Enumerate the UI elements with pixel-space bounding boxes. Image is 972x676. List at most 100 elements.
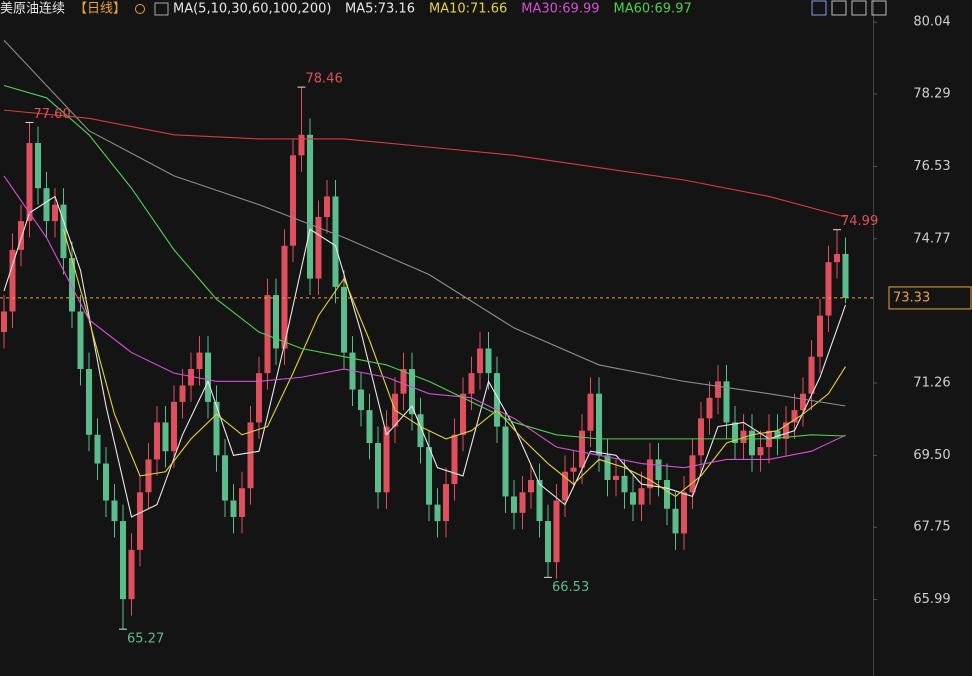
candle-body xyxy=(239,488,245,517)
tool-icon[interactable] xyxy=(871,0,887,16)
candle-body xyxy=(52,204,58,222)
candle-body xyxy=(842,253,849,298)
candle-body xyxy=(341,286,347,353)
candle-body xyxy=(791,410,798,423)
candle-body xyxy=(426,447,432,505)
candle-body xyxy=(460,393,466,435)
candle-body xyxy=(443,484,449,522)
candle-body xyxy=(553,500,560,563)
legend-entry: MA60:69.97 xyxy=(613,2,691,17)
ma-line xyxy=(3,195,847,518)
candle-body xyxy=(596,393,602,456)
candle-body xyxy=(808,356,815,394)
candle-body xyxy=(630,492,636,505)
candle-body xyxy=(60,204,67,259)
candle-body xyxy=(281,245,288,349)
y-tick-label: 76.53 xyxy=(913,159,950,174)
candle-body xyxy=(681,492,687,534)
candle-body xyxy=(324,196,330,217)
candle-body xyxy=(94,434,101,464)
candle-body xyxy=(647,459,653,489)
ma-line xyxy=(3,84,846,440)
candle-body xyxy=(366,410,373,443)
ma-line xyxy=(3,109,846,218)
candle-body xyxy=(264,295,271,374)
candle-body xyxy=(723,381,730,423)
candle-body xyxy=(400,369,407,394)
candle-body xyxy=(162,422,169,452)
tool-icon[interactable] xyxy=(851,0,867,16)
candle-body xyxy=(375,442,381,493)
indicator: MA(5,10,30,60,100,200) xyxy=(173,2,331,17)
candle-body xyxy=(706,397,713,419)
candle-body xyxy=(672,508,679,534)
candle-body xyxy=(519,492,526,513)
candle-body xyxy=(315,216,322,279)
candle-body xyxy=(528,479,534,493)
candle-body xyxy=(511,496,517,513)
legend-entry: MA5:73.16 xyxy=(345,2,415,17)
candle-body xyxy=(179,385,186,402)
candle-body xyxy=(26,143,33,222)
candle-body xyxy=(477,348,483,374)
candle-body xyxy=(307,134,313,279)
candle-body xyxy=(485,348,492,374)
candle-body xyxy=(128,549,135,600)
candle-body xyxy=(120,521,126,600)
candle-body xyxy=(689,455,696,493)
candle-body xyxy=(749,430,755,456)
candle-body xyxy=(579,430,585,468)
candle-body xyxy=(9,249,16,312)
y-tick-label: 80.04 xyxy=(913,15,950,30)
candle-body xyxy=(664,479,670,509)
settings-icon[interactable] xyxy=(135,4,145,14)
candle-body xyxy=(604,455,611,480)
candle-body xyxy=(332,196,339,287)
period: 【日线】 xyxy=(74,2,126,17)
tool-icon[interactable] xyxy=(831,0,847,16)
candle-body xyxy=(562,471,568,501)
indicator-icon[interactable] xyxy=(154,2,169,16)
candle-body xyxy=(86,369,92,435)
candle-body xyxy=(800,393,806,411)
candle-body xyxy=(383,426,390,493)
candle-body xyxy=(273,295,279,349)
annotation: 77.60 xyxy=(34,107,71,122)
candle-body xyxy=(409,369,415,415)
candle-body xyxy=(145,459,152,493)
candle-body xyxy=(536,479,543,522)
candle-body xyxy=(468,373,475,394)
y-tick-label: 71.26 xyxy=(913,375,950,390)
tool-icon[interactable] xyxy=(811,0,827,16)
ma-line xyxy=(3,39,846,407)
candle-body xyxy=(154,422,160,460)
candle-body xyxy=(783,422,789,439)
candle-body xyxy=(817,315,823,357)
annotation: 74.99 xyxy=(841,214,878,229)
y-tick-label: 67.75 xyxy=(913,520,950,535)
candle-body xyxy=(35,143,41,189)
candle-body xyxy=(188,369,194,386)
y-tick-label: 74.77 xyxy=(913,231,950,246)
annotation: 65.27 xyxy=(127,632,164,647)
candle-body xyxy=(587,393,594,431)
candle-body xyxy=(774,430,781,439)
candle-body xyxy=(434,504,441,522)
candle-body xyxy=(825,262,832,316)
y-tick-label: 78.29 xyxy=(913,87,950,102)
candle-body xyxy=(77,311,84,370)
candle-body xyxy=(205,352,211,402)
legend-entry: MA30:69.99 xyxy=(521,2,599,17)
candle-body xyxy=(545,521,551,563)
ma-line xyxy=(3,175,846,469)
candle-body xyxy=(655,459,662,480)
candle-body xyxy=(247,422,254,489)
last-price-label: 73.33 xyxy=(893,290,930,305)
candle-body xyxy=(757,447,764,456)
candle-body xyxy=(698,418,704,456)
candle-body xyxy=(613,475,619,480)
annotation: 78.46 xyxy=(306,72,343,87)
